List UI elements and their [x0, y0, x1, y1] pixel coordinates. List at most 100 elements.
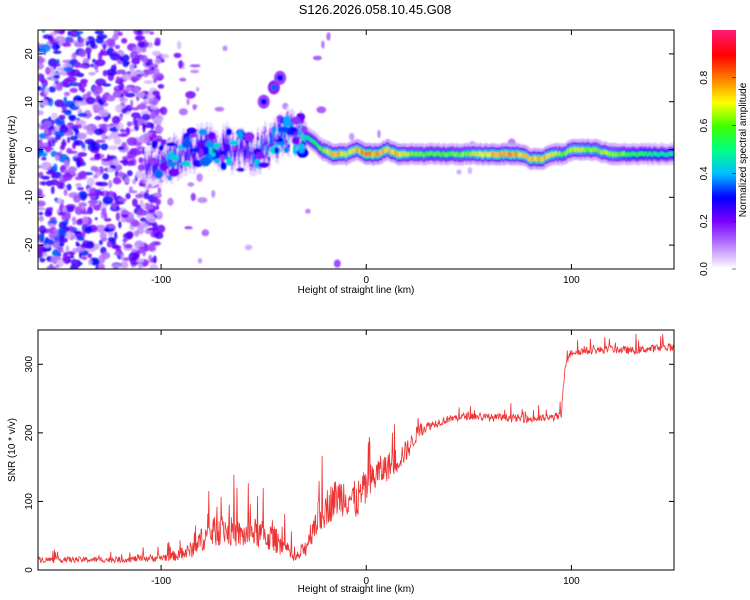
- heatmap-speckle: [106, 94, 116, 102]
- heatmap-speckle: [126, 170, 133, 177]
- heatmap-speckle: [70, 69, 81, 77]
- heatmap-ridge-cell: [261, 139, 264, 147]
- heatmap-speckle: [134, 124, 139, 131]
- heatmap-speckle: [44, 128, 49, 135]
- colorbar-cell: [712, 227, 736, 230]
- heatmap-ridge-cell: [308, 135, 311, 141]
- colorbar-cell: [712, 97, 736, 101]
- colorbar-cell: [712, 153, 736, 157]
- y-tick-label: 100: [24, 493, 35, 510]
- heatmap-speckle: [129, 51, 139, 60]
- heatmap-speckle: [119, 261, 129, 269]
- colorbar-cell: [712, 141, 736, 145]
- heatmap-ridge-cell: [250, 143, 253, 152]
- colorbar-cell: [712, 267, 736, 270]
- x-tick-label: 100: [563, 275, 580, 286]
- heatmap-speckle: [127, 149, 137, 159]
- heatmap-speckle: [63, 226, 70, 232]
- colorbar-cell: [712, 47, 736, 51]
- heatmap-blob: [202, 146, 210, 153]
- figure-title: S126.2026.058.10.45.G08: [299, 2, 452, 17]
- colorbar-cell: [712, 185, 736, 188]
- heatmap-speckle: [106, 240, 113, 248]
- heatmap-speckle: [95, 139, 106, 143]
- heatmap-ridge-cell: [429, 151, 432, 156]
- heatmap-speckle: [49, 32, 58, 36]
- heatmap-speckle: [80, 243, 89, 249]
- spectrogram-y-axis: -20 -10 0 10 20: [24, 48, 674, 252]
- heatmap-speckle: [326, 32, 331, 41]
- heatmap-speckle: [69, 59, 77, 66]
- heatmap-speckle: [59, 125, 69, 134]
- heatmap-speckle: [70, 82, 81, 87]
- colorbar-cell: [712, 261, 736, 264]
- heatmap-ridge-cell: [389, 149, 392, 154]
- heatmap-blob: [288, 126, 298, 133]
- heatmap-ridge-cell: [246, 147, 250, 155]
- heatmap-speckle: [94, 59, 106, 67]
- heatmap-speckle: [50, 186, 55, 195]
- heatmap-blob: [168, 150, 175, 155]
- heatmap-ridge-cell: [600, 150, 603, 155]
- colorbar-cell: [712, 117, 736, 121]
- colorbar-cell: [712, 67, 736, 71]
- colorbar-cell: [712, 65, 736, 69]
- heatmap-ridge-cell: [486, 152, 490, 158]
- colorbar-cell: [712, 183, 736, 186]
- heatmap-speckle: [39, 152, 48, 157]
- heatmap-blob: [257, 162, 270, 168]
- colorbar-cell: [712, 107, 736, 111]
- snr-y-label: SNR (10 * v/v): [7, 418, 18, 482]
- heatmap-speckle: [38, 207, 45, 211]
- heatmap-ridge-cell: [639, 151, 642, 157]
- heatmap-ridge-cell: [489, 152, 492, 157]
- heatmap-speckle: [85, 47, 92, 54]
- heatmap-speckle: [95, 224, 107, 233]
- heatmap-ridge-cell: [500, 151, 503, 157]
- heatmap-ridge-cell: [473, 151, 476, 156]
- heatmap-speckle: [86, 130, 94, 135]
- heatmap-speckle: [159, 106, 168, 116]
- heatmap-ridge-cell: [270, 136, 273, 144]
- heatmap-ridge-cell: [349, 149, 352, 155]
- heatmap-speckle: [118, 82, 125, 92]
- heatmap-speckle: [154, 37, 161, 44]
- colorbar-cell: [712, 237, 736, 240]
- heatmap-ridge-cell: [648, 151, 651, 156]
- snr-x-label: Height of straight line (km): [298, 584, 415, 595]
- heatmap-speckle: [117, 146, 126, 150]
- heatmap-speckle: [129, 63, 135, 72]
- heatmap-ridge-cell: [544, 154, 548, 159]
- heatmap-speckle: [87, 192, 97, 197]
- heatmap-speckle: [66, 136, 71, 144]
- heatmap-speckle: [64, 109, 72, 116]
- heatmap-speckle: [47, 228, 55, 234]
- heatmap-speckle: [107, 135, 112, 141]
- colorbar-cell: [712, 173, 736, 176]
- heatmap-speckle: [135, 204, 141, 209]
- heatmap-speckle: [147, 243, 155, 252]
- heatmap-ridge-cell: [548, 153, 551, 158]
- heatmap-ridge-cell: [341, 151, 344, 156]
- heatmap-speckle: [58, 81, 63, 89]
- heatmap-speckle: [112, 158, 120, 166]
- heatmap-ridge-cell: [619, 151, 623, 157]
- heatmap-ridge-cell: [477, 152, 480, 158]
- heatmap-speckle: [149, 202, 153, 210]
- heatmap-speckle: [52, 248, 60, 258]
- colorbar-cell: [712, 231, 736, 234]
- heatmap-speckle: [51, 112, 58, 119]
- heatmap-ridge-cell: [374, 151, 378, 157]
- heatmap-blob: [208, 146, 213, 154]
- heatmap-blob: [237, 129, 244, 140]
- heatmap-speckle: [142, 247, 146, 257]
- heatmap-speckle: [137, 263, 143, 269]
- heatmap-speckle: [177, 40, 182, 50]
- snr-plot-area: [38, 330, 674, 570]
- heatmap-ridge-cell: [643, 151, 646, 157]
- heatmap-secondary-core: [260, 98, 267, 105]
- heatmap-speckle: [139, 222, 149, 229]
- heatmap-speckle: [190, 192, 196, 202]
- heatmap-speckle: [87, 52, 91, 61]
- heatmap-speckle: [119, 97, 128, 103]
